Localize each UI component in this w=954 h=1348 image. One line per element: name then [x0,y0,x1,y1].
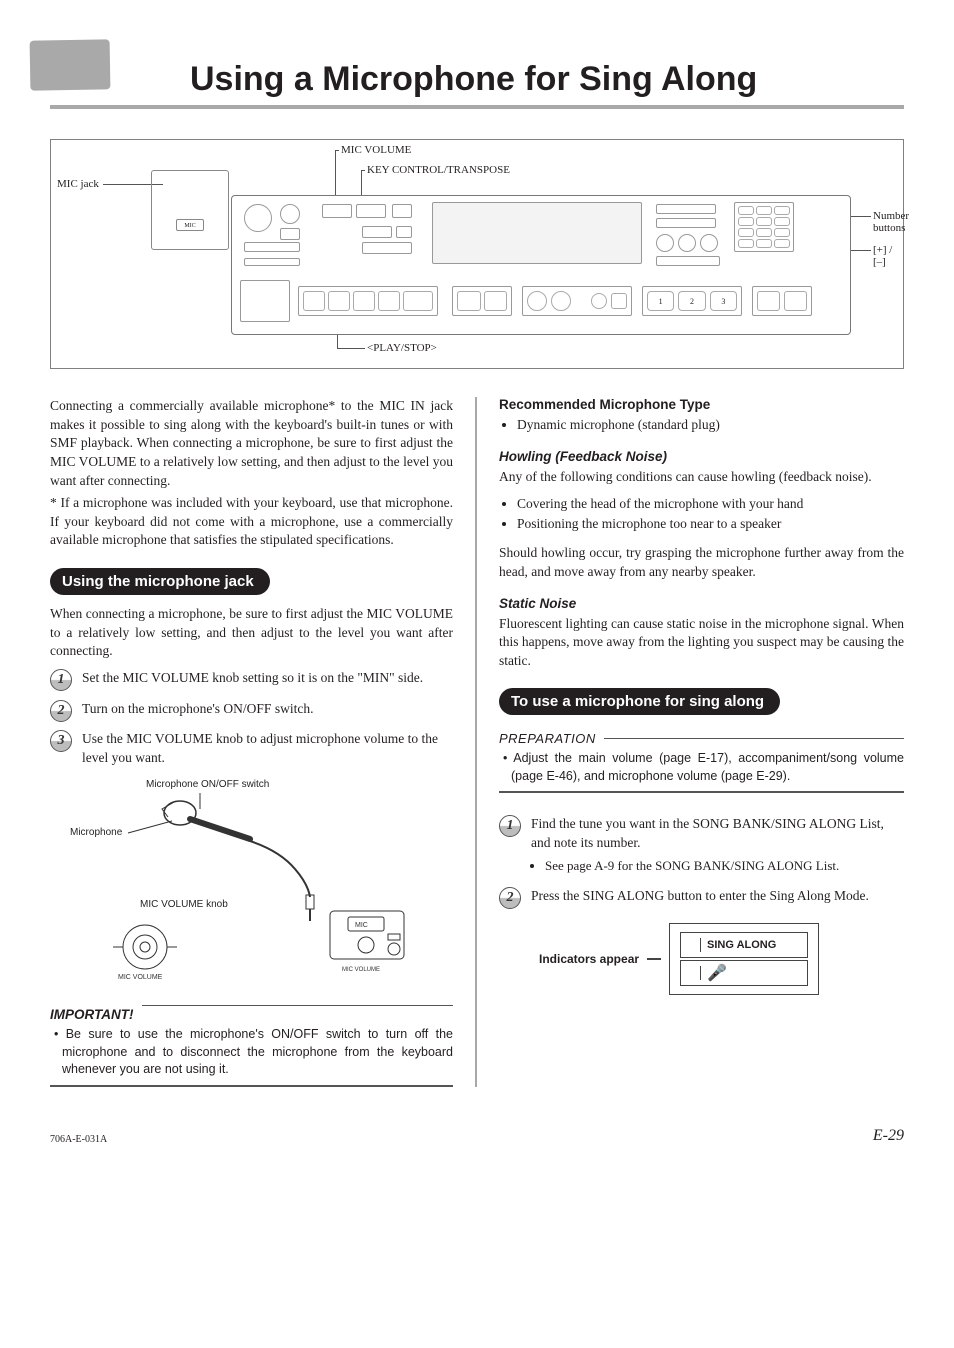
section-sing-along: To use a microphone for sing along [499,688,780,715]
microphone-icon: 🎤 [707,963,727,983]
left-column: Connecting a commercially available micr… [50,397,477,1087]
page-footer: 706A-E-031A E-29 [50,1127,904,1145]
callout-mic-jack: MIC jack [57,178,99,190]
intro-paragraph-2: * If a microphone was included with your… [50,494,453,550]
static-title: Static Noise [499,596,904,611]
keyboard-diagram: MIC jack MIC VOLUME KEY CONTROL/TRANSPOS… [50,139,904,369]
important-text: • Be sure to use the microphone's ON/OFF… [50,1026,453,1079]
mic-svg: MIC VOLUME MIC MIC VOLUME [50,779,470,989]
intro-paragraph-1: Connecting a commercially available micr… [50,397,453,490]
step-3: 3Use the MIC VOLUME knob to adjust micro… [50,730,453,767]
content-columns: Connecting a commercially available micr… [50,397,904,1087]
howling-after: Should howling occur, try grasping the m… [499,544,904,581]
howling-item-2: Positioning the microphone too near to a… [517,515,904,534]
step-number-icon: 2 [50,700,72,722]
preparation-heading-row: PREPARATION [499,731,904,746]
preparation-text: • Adjust the main volume (page E-17), ac… [499,750,904,785]
svg-text:MIC VOLUME: MIC VOLUME [118,974,163,981]
indicator-text: SING ALONG [707,939,776,951]
callout-number-buttons: Number buttons [873,210,909,234]
indicator-label: Indicators appear [539,952,639,966]
howling-title: Howling (Feedback Noise) [499,449,904,464]
important-heading-row: IMPORTANT! [50,989,453,1022]
indicator-box: SING ALONG 🎤 [669,923,819,995]
microphone-illustration: Microphone ON/OFF switch Microphone MIC … [50,779,453,989]
title-underline [50,105,904,109]
important-title: IMPORTANT! [50,1007,134,1022]
step-number-icon: 3 [50,730,72,752]
rec-mic-list: Dynamic microphone (standard plug) [517,416,904,435]
sa-step-1-sub: See page A-9 for the SONG BANK/SING ALON… [545,857,904,875]
page-number: E-29 [873,1127,904,1145]
indicator-diagram: Indicators appear SING ALONG 🎤 [539,923,904,995]
howling-item-1: Covering the head of the microphone with… [517,495,904,514]
section-a-lead: When connecting a microphone, be sure to… [50,605,453,661]
callout-mic-volume: MIC VOLUME [341,144,411,156]
callout-key-control: KEY CONTROL/TRANSPOSE [367,164,510,176]
step-2: 2Turn on the microphone's ON/OFF switch. [50,700,453,719]
step-number-icon: 2 [499,887,521,909]
svg-text:MIC: MIC [355,922,368,929]
page-title: Using a Microphone for Sing Along [190,60,904,99]
keyboard-body: 1 2 3 [231,195,851,335]
doc-code: 706A-E-031A [50,1134,107,1145]
sing-along-steps: 1 Find the tune you want in the SONG BAN… [499,815,904,905]
howling-lead: Any of the following conditions can caus… [499,468,904,487]
static-text: Fluorescent lighting can cause static no… [499,615,904,671]
callout-plus-minus: [+] / [–] [873,244,903,268]
rec-mic-title: Recommended Microphone Type [499,397,904,412]
sa-step-1: 1 Find the tune you want in the SONG BAN… [499,815,904,874]
rec-mic-item: Dynamic microphone (standard plug) [517,416,904,435]
important-underline [50,1085,453,1087]
mic-jack-steps: 1Set the MIC VOLUME knob setting so it i… [50,669,453,768]
preparation-underline [499,791,904,793]
svg-text:MIC VOLUME: MIC VOLUME [342,967,380,973]
sa-step-2: 2 Press the SING ALONG button to enter t… [499,887,904,906]
step-number-icon: 1 [50,669,72,691]
step-1: 1Set the MIC VOLUME knob setting so it i… [50,669,453,688]
right-column: Recommended Microphone Type Dynamic micr… [477,397,904,1087]
preparation-title: PREPARATION [499,731,596,746]
step-number-icon: 1 [499,815,521,837]
section-using-mic-jack: Using the microphone jack [50,568,270,595]
corner-tab [30,39,111,90]
callout-play-stop: <PLAY/STOP> [367,342,437,354]
howling-list: Covering the head of the microphone with… [517,495,904,535]
